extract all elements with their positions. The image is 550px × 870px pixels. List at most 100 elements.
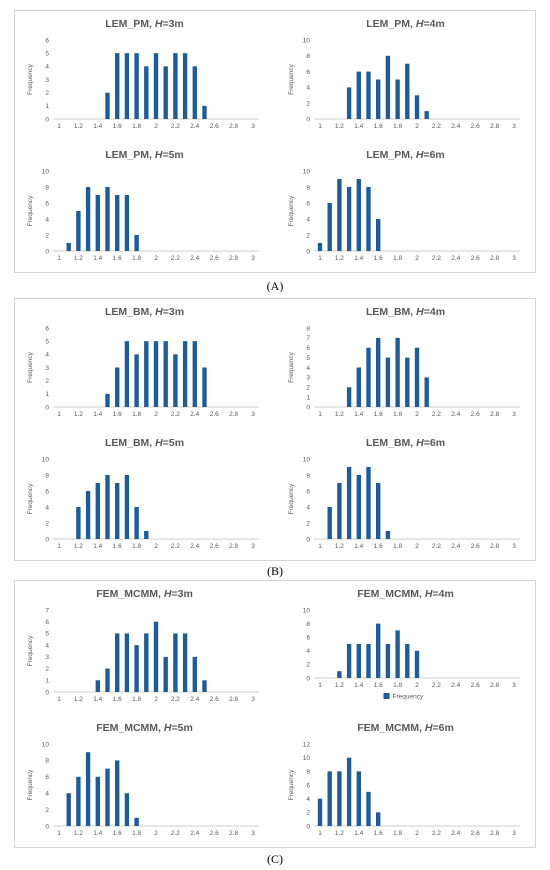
bar	[356, 179, 361, 251]
chart-lem-pm-5m: LEM_PM, H=5m 0 2 4 6 8 10 Frequency 1 1.2 1.4 1.6 1.…	[14, 141, 275, 273]
x-tick-label: 2	[415, 255, 419, 262]
x-tick-label: 1.6	[374, 682, 383, 689]
chart-svg: LEM_PM, H=5m 0 2 4 6 8 10 Frequency 1 1.2 1.4 1.6 1.…	[27, 149, 259, 262]
y-tick-label: 10	[42, 168, 50, 175]
x-tick-label: 2.6	[471, 543, 480, 550]
y-tick-label: 6	[306, 345, 310, 352]
x-tick-label: 1.2	[335, 830, 344, 837]
bar	[173, 633, 178, 692]
y-tick-label: 5	[306, 355, 310, 362]
x-tick-label: 2.2	[432, 543, 441, 550]
chart-title-prefix: FEM_MCMM,	[96, 722, 164, 734]
x-tick-label: 3	[512, 123, 516, 130]
chart-svg: FEM_MCMM, H=3m 0 1 2 3 4 5 6 7 Frequency 1 1.2 1.4 1.…	[27, 588, 259, 703]
y-tick-label: 6	[306, 69, 310, 76]
x-tick-label: 2.2	[171, 543, 180, 550]
x-tick-label: 1.2	[335, 543, 344, 550]
y-tick-label: 8	[306, 325, 310, 332]
y-tick-label: 0	[45, 823, 49, 830]
y-tick-label: 3	[45, 654, 49, 661]
y-tick-label: 1	[306, 394, 310, 401]
chart-lem-bm-5m: LEM_BM, H=5m 0 2 4 6 8 10 Frequency 1 1.2 1.4 1.6 1.…	[14, 429, 275, 561]
x-tick-label: 2.6	[210, 411, 219, 418]
x-tick-label: 2.2	[171, 696, 180, 703]
y-tick-label: 8	[45, 472, 49, 479]
bar	[134, 354, 139, 407]
y-tick-label: 10	[42, 456, 50, 463]
bar	[153, 53, 159, 119]
chart-title: LEM_BM, H=6m	[366, 437, 445, 449]
x-tick-label: 1.8	[132, 411, 141, 418]
y-tick-label: 1	[45, 678, 49, 685]
y-tick-label: 4	[45, 64, 49, 71]
y-tick-label: 2	[45, 807, 49, 814]
y-tick-label: 0	[306, 404, 310, 411]
bar	[134, 507, 139, 539]
y-axis-label: Frequency	[27, 351, 34, 382]
chart-title: FEM_MCMM, H=4m	[357, 588, 454, 600]
y-tick-label: 2	[45, 520, 49, 527]
bar	[346, 87, 352, 119]
y-tick-label: 6	[45, 37, 49, 44]
bar	[124, 341, 130, 407]
x-tick-label: 1	[57, 830, 61, 837]
bar	[385, 531, 391, 539]
bar	[85, 491, 91, 539]
bar	[414, 95, 420, 119]
x-tick-label: 1.2	[335, 411, 344, 418]
panel-group-b	[14, 298, 536, 561]
bar	[424, 111, 429, 119]
x-tick-label: 1	[318, 123, 322, 130]
x-tick-label: 2	[415, 830, 419, 837]
chart-title: LEM_PM, H=3m	[105, 18, 184, 30]
x-tick-label: 1.8	[393, 682, 402, 689]
y-tick-label: 0	[45, 536, 49, 543]
x-tick-label: 2.4	[451, 682, 460, 689]
chart-title-suffix: =5m	[162, 149, 183, 161]
x-tick-label: 1.6	[374, 255, 383, 262]
chart-title-suffix: =6m	[424, 437, 445, 449]
chart-title-variable: H	[155, 18, 163, 30]
bar	[424, 377, 429, 407]
bar	[182, 633, 188, 692]
bar	[366, 347, 371, 407]
x-tick-label: 3	[251, 255, 255, 262]
y-axis-label: Frequency	[27, 63, 34, 94]
y-tick-label: 4	[45, 352, 49, 359]
bar	[395, 337, 400, 407]
x-tick-label: 1.2	[74, 255, 83, 262]
bar	[366, 467, 371, 539]
x-tick-label: 3	[251, 696, 255, 703]
x-tick-label: 1.8	[393, 830, 402, 837]
bar	[327, 507, 332, 539]
y-tick-label: 8	[306, 769, 310, 776]
y-tick-label: 10	[42, 741, 50, 748]
x-tick-label: 2.6	[210, 123, 219, 130]
x-tick-label: 1.8	[132, 255, 141, 262]
chart-fem-mcmm-5m: FEM_MCMM, H=5m 0 2 4 6 8 10 Frequency 1 1.2 1.4 1.6…	[14, 714, 275, 848]
x-tick-label: 3	[512, 543, 516, 550]
chart-title-prefix: LEM_PM,	[366, 149, 416, 161]
y-tick-label: 6	[45, 488, 49, 495]
bar	[337, 179, 342, 251]
x-tick-label: 1.6	[113, 411, 122, 418]
bar	[192, 656, 197, 692]
bar	[366, 71, 371, 119]
x-tick-label: 2.4	[190, 255, 199, 262]
chart-title: LEM_PM, H=4m	[366, 18, 445, 30]
x-tick-label: 1.2	[335, 255, 344, 262]
chart-fem-mcmm-3m: FEM_MCMM, H=3m 0 1 2 3 4 5 6 7 Frequency 1 1.2 1.4 1.…	[14, 580, 275, 714]
x-tick-label: 1.8	[132, 830, 141, 837]
bar	[317, 243, 323, 251]
caption-b: (B)	[267, 564, 283, 578]
chart-title-prefix: FEM_MCMM,	[357, 722, 425, 734]
x-tick-label: 2.8	[229, 411, 238, 418]
x-tick-label: 1	[318, 830, 322, 837]
bar	[202, 680, 207, 692]
x-tick-label: 1.4	[93, 543, 102, 550]
y-axis-label: Frequency	[288, 63, 295, 94]
y-tick-label: 2	[306, 101, 310, 108]
bar	[105, 393, 110, 407]
chart-title-prefix: LEM_PM,	[105, 149, 155, 161]
y-tick-label: 0	[306, 248, 310, 255]
